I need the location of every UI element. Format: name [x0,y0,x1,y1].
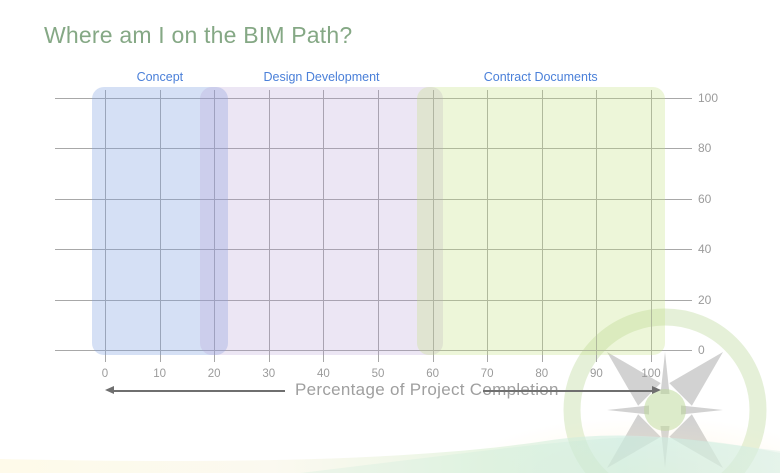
x-tick-label: 30 [262,368,276,380]
phase-label: Concept [136,70,184,84]
h-gridline [55,350,692,351]
x-tick-label: 10 [153,368,166,380]
y-tick-label: 40 [698,242,712,257]
x-tick-label: 50 [371,368,385,380]
v-gridline [159,90,161,362]
axis-arrow-left-icon [105,386,114,394]
y-tick-label: 80 [698,141,712,156]
page-title: Where am I on the BIM Path? [44,22,353,48]
y-tick-label: 20 [698,292,712,307]
x-tick-label: 20 [207,368,221,380]
v-gridline [268,90,270,362]
axis-arrow-right-icon [652,386,661,394]
v-gridline [323,90,325,362]
h-gridline [55,299,692,301]
v-gridline [214,90,216,362]
h-gridline [55,148,692,150]
y-tick-label: 100 [698,91,719,105]
v-gridline [378,90,379,362]
h-gridline [55,198,692,200]
v-gridline [432,90,434,362]
axis-arrow-left-line [114,390,285,392]
y-tick-label: 0 [698,343,705,357]
x-tick-label: 90 [589,368,603,380]
v-gridline [105,90,106,362]
h-gridline [55,249,692,251]
axis-arrow-right-line [483,390,652,392]
h-gridline [55,98,692,99]
x-axis-title: Percentage of Project Completion [295,380,559,399]
x-tick-label: 70 [480,368,494,380]
y-tick-label: 60 [698,191,712,206]
v-gridline [651,90,652,362]
phase-band [200,87,443,355]
phase-label: Contract Documents [483,70,598,84]
v-gridline [596,90,598,362]
x-tick-label: 40 [316,368,330,380]
phase-band [416,87,665,355]
x-tick-label: 0 [101,368,109,380]
phase-label: Design Development [263,70,380,84]
phase-band [91,87,228,355]
x-tick-label: 100 [641,368,661,380]
v-gridline [541,90,543,362]
x-tick-label: 60 [426,368,439,380]
wave-decoration [0,435,780,473]
v-gridline [487,90,489,362]
x-tick-label: 80 [535,368,549,380]
